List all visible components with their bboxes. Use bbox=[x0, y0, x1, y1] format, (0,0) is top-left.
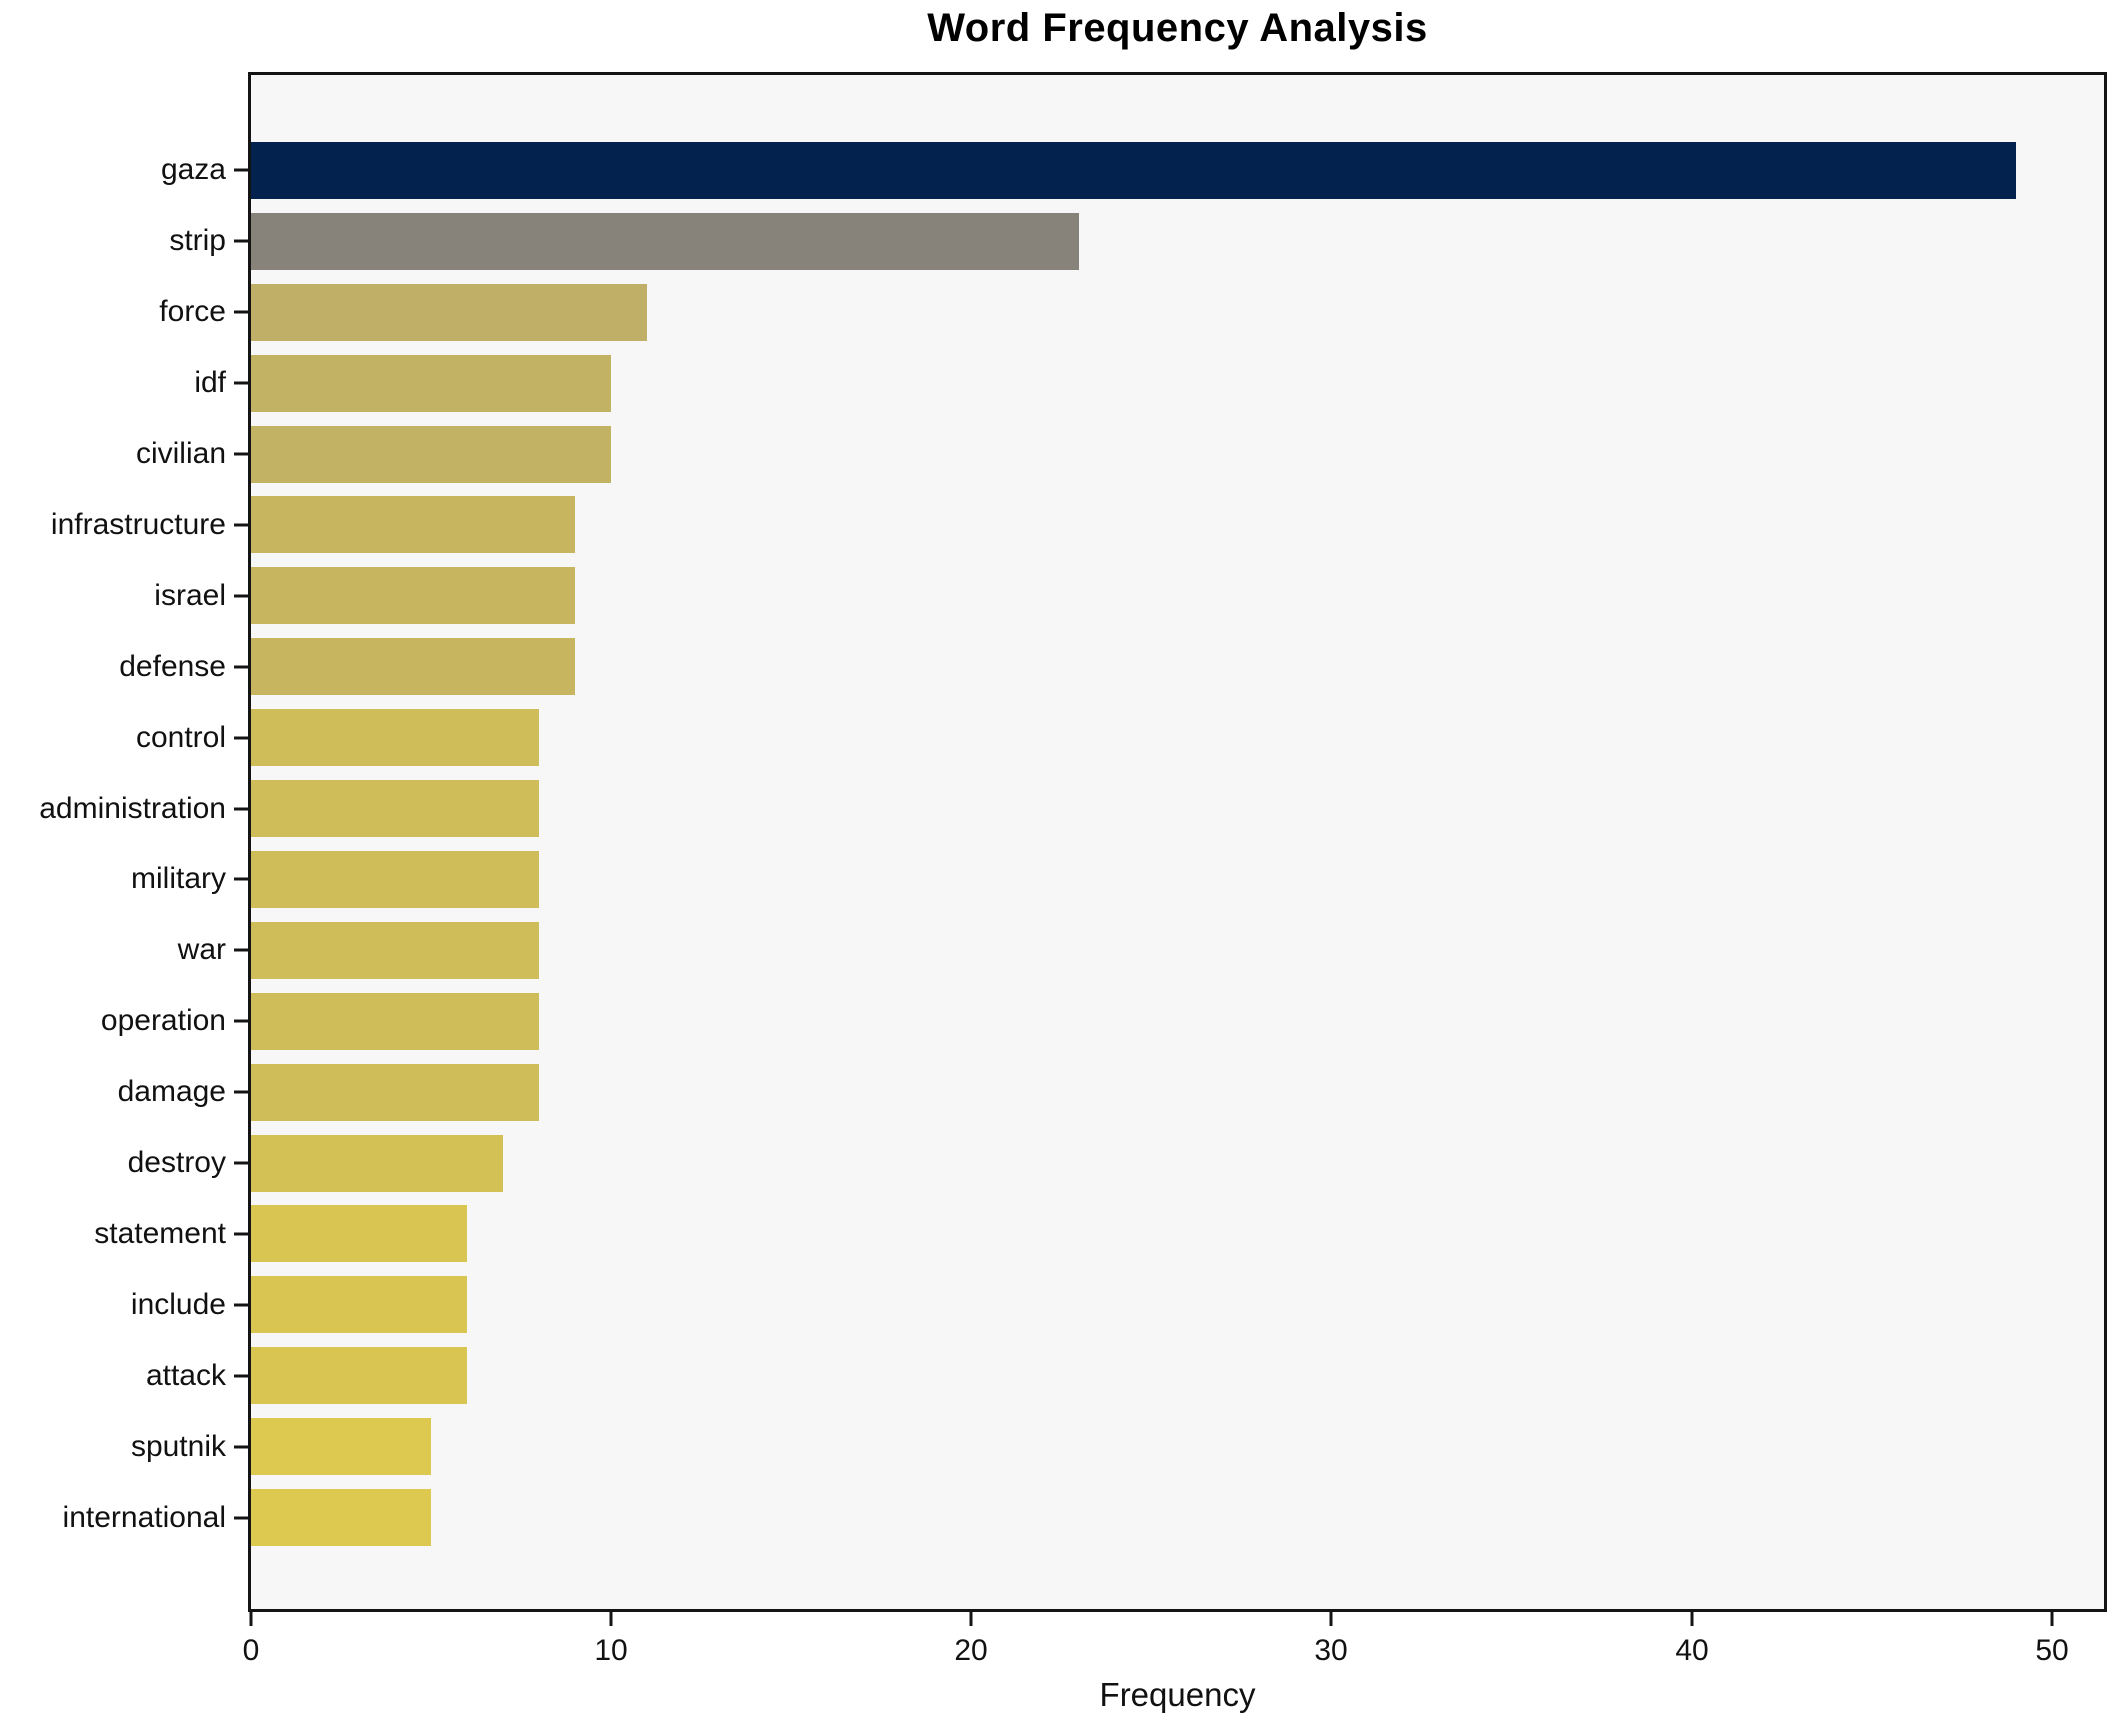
xtick-label-0: 0 bbox=[242, 1634, 260, 1667]
ytick-mark-control bbox=[234, 736, 248, 740]
bar-israel bbox=[251, 567, 575, 624]
ytick-label-strip: strip bbox=[169, 224, 226, 257]
ytick-mark-include bbox=[234, 1303, 248, 1307]
xtick-label-40: 40 bbox=[1675, 1634, 1709, 1667]
ytick-label-civilian: civilian bbox=[135, 437, 226, 470]
ytick-mark-israel bbox=[234, 594, 248, 598]
ytick-mark-attack bbox=[234, 1374, 248, 1378]
ytick-mark-defense bbox=[234, 665, 248, 669]
ytick-mark-damage bbox=[234, 1090, 248, 1094]
chart-title: Word Frequency Analysis bbox=[927, 6, 1428, 50]
xtick-mark-50 bbox=[2050, 1612, 2054, 1626]
bar-control bbox=[251, 709, 539, 766]
bar-damage bbox=[251, 1064, 539, 1121]
xtick-mark-20 bbox=[969, 1612, 973, 1626]
ytick-label-idf: idf bbox=[194, 366, 226, 399]
ytick-label-administration: administration bbox=[39, 792, 226, 825]
xtick-label-50: 50 bbox=[2035, 1634, 2069, 1667]
bar-idf bbox=[251, 355, 611, 412]
ytick-label-israel: israel bbox=[154, 579, 226, 612]
ytick-label-statement: statement bbox=[94, 1217, 226, 1250]
xtick-mark-0 bbox=[249, 1612, 253, 1626]
ytick-mark-force bbox=[234, 310, 248, 314]
ytick-label-sputnik: sputnik bbox=[130, 1430, 226, 1463]
ytick-label-damage: damage bbox=[117, 1075, 226, 1108]
plot-area bbox=[248, 72, 2107, 1612]
bar-statement bbox=[251, 1205, 467, 1262]
bar-operation bbox=[251, 993, 539, 1050]
ytick-mark-gaza bbox=[234, 168, 248, 172]
ytick-mark-war bbox=[234, 948, 248, 952]
xtick-mark-30 bbox=[1329, 1612, 1333, 1626]
ytick-mark-destroy bbox=[234, 1161, 248, 1165]
bar-gaza bbox=[251, 142, 2016, 199]
ytick-label-military: military bbox=[131, 862, 226, 895]
xtick-mark-40 bbox=[1690, 1612, 1694, 1626]
bar-infrastructure bbox=[251, 496, 575, 553]
ytick-label-operation: operation bbox=[100, 1004, 226, 1037]
ytick-label-gaza: gaza bbox=[160, 153, 226, 186]
xtick-label-30: 30 bbox=[1314, 1634, 1348, 1667]
ytick-label-defense: defense bbox=[119, 650, 226, 683]
bar-international bbox=[251, 1489, 431, 1546]
ytick-mark-infrastructure bbox=[234, 523, 248, 527]
bar-sputnik bbox=[251, 1418, 431, 1475]
xtick-mark-10 bbox=[609, 1612, 613, 1626]
ytick-label-include: include bbox=[130, 1288, 226, 1321]
bar-military bbox=[251, 851, 539, 908]
ytick-label-force: force bbox=[159, 295, 226, 328]
ytick-mark-administration bbox=[234, 807, 248, 811]
bar-include bbox=[251, 1276, 467, 1333]
ytick-label-attack: attack bbox=[145, 1359, 226, 1392]
ytick-mark-military bbox=[234, 877, 248, 881]
xtick-label-10: 10 bbox=[594, 1634, 628, 1667]
bar-attack bbox=[251, 1347, 467, 1404]
ytick-label-international: international bbox=[62, 1501, 226, 1534]
xtick-label-20: 20 bbox=[954, 1634, 988, 1667]
ytick-label-infrastructure: infrastructure bbox=[50, 508, 226, 541]
ytick-mark-civilian bbox=[234, 452, 248, 456]
bar-destroy bbox=[251, 1135, 503, 1192]
ytick-label-destroy: destroy bbox=[127, 1146, 226, 1179]
ytick-label-war: war bbox=[177, 933, 226, 966]
ytick-mark-international bbox=[234, 1516, 248, 1520]
bar-force bbox=[251, 284, 647, 341]
ytick-label-control: control bbox=[135, 721, 226, 754]
ytick-mark-statement bbox=[234, 1232, 248, 1236]
ytick-mark-sputnik bbox=[234, 1445, 248, 1449]
ytick-mark-operation bbox=[234, 1019, 248, 1023]
bar-civilian bbox=[251, 426, 611, 483]
ytick-mark-strip bbox=[234, 239, 248, 243]
x-axis-label: Frequency bbox=[1099, 1676, 1256, 1713]
bar-war bbox=[251, 922, 539, 979]
bar-strip bbox=[251, 213, 1079, 270]
ytick-mark-idf bbox=[234, 381, 248, 385]
bar-administration bbox=[251, 780, 539, 837]
bar-defense bbox=[251, 638, 575, 695]
